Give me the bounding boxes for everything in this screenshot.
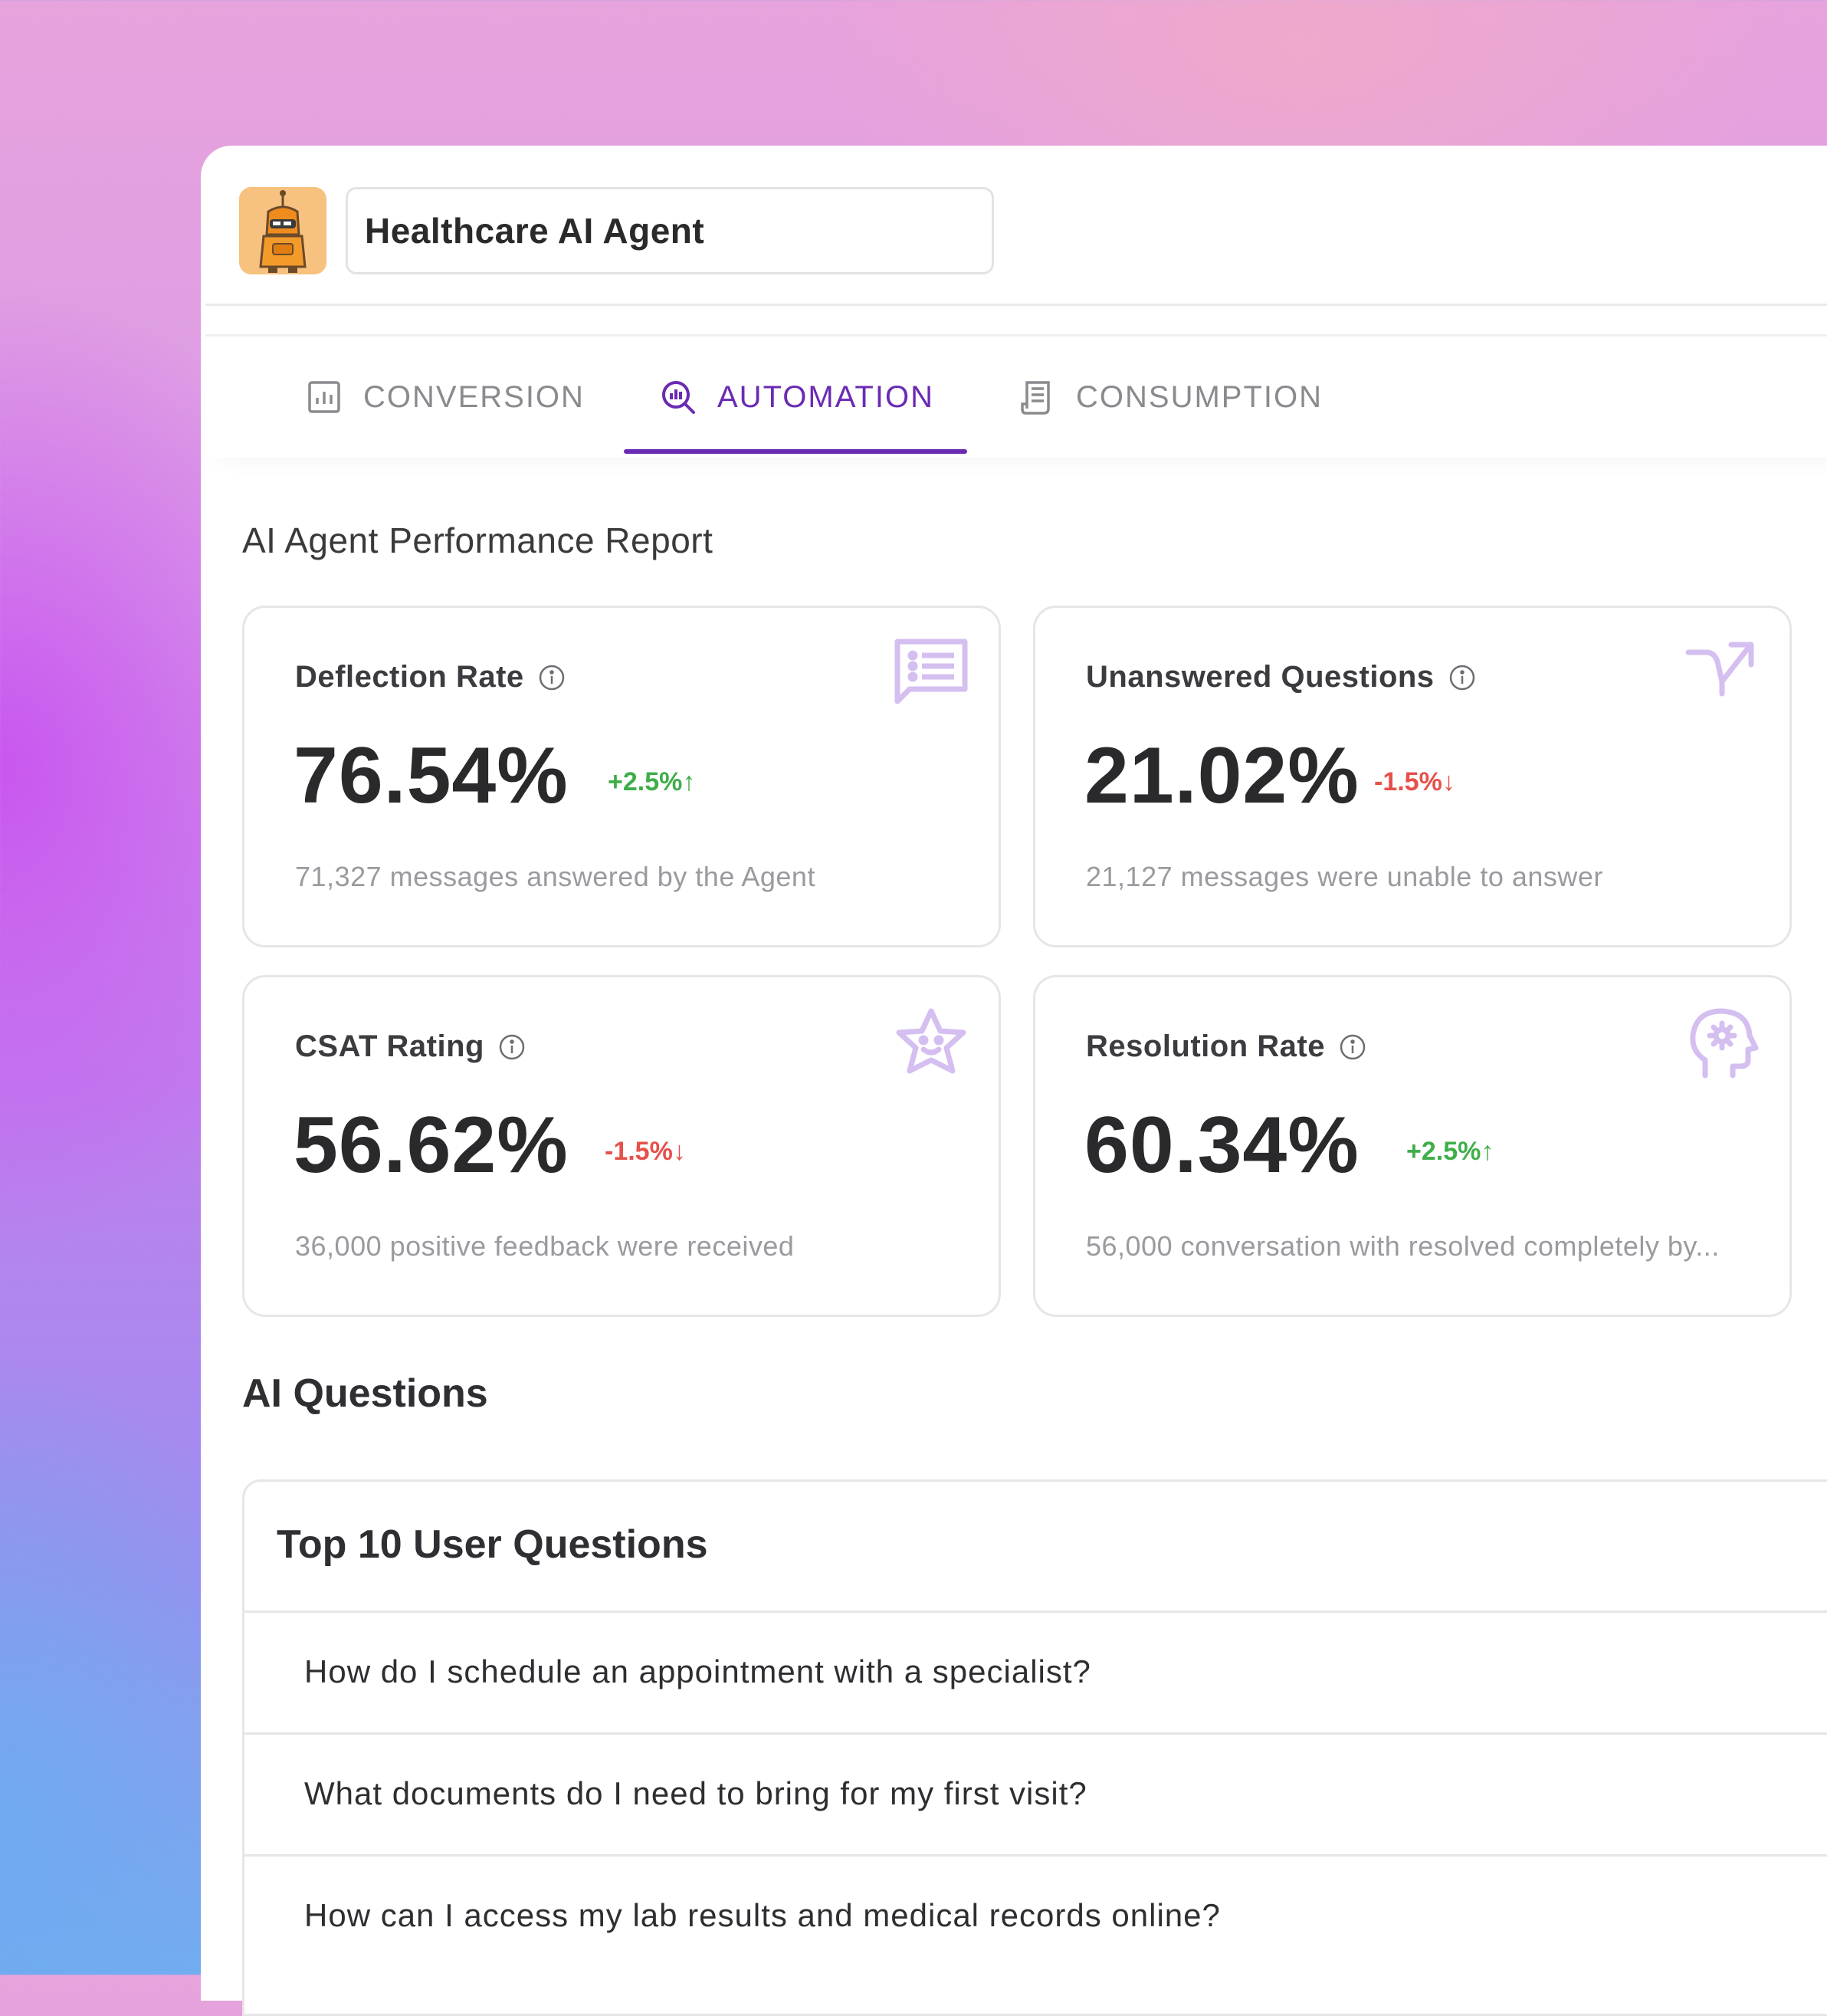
card-value: 21.02% [1084,731,1360,820]
card-subtext: 21,127 messages were unable to answer [1086,861,1603,892]
question-row[interactable]: What documents do I need to bring for my… [244,1732,1827,1852]
split-arrow-icon [1684,635,1760,712]
agent-name-field[interactable]: Healthcare AI Agent [346,187,994,274]
tab-conversion[interactable]: CONVERSION [305,337,585,458]
header-divider [205,304,1827,306]
card-delta: -1.5%↓ [605,1137,686,1166]
card-label-text: Deflection Rate [295,660,524,694]
card-subtext: 56,000 conversation with resolved comple… [1086,1230,1720,1262]
report-title: AI Agent Performance Report [242,520,713,560]
info-icon[interactable] [1339,1033,1366,1061]
top-questions-box: Top 10 User Questions How do I schedule … [242,1479,1827,2016]
tab-consumption[interactable]: CONSUMPTION [1018,337,1323,458]
card-subtext: 71,327 messages answered by the Agent [295,861,815,892]
search-analytics-icon [659,378,697,416]
card-value: 56.62% [294,1101,569,1190]
card-delta: +2.5%↑ [1406,1137,1494,1166]
dashboard-panel: Healthcare AI Agent CONVERSION [201,146,1827,2016]
question-row[interactable]: How do I schedule an appointment with a … [244,1611,1827,1730]
bar-chart-icon [305,378,343,416]
card-value: 76.54% [294,731,569,820]
info-icon[interactable] [538,664,566,691]
tab-automation[interactable]: AUTOMATION [659,337,934,458]
active-tab-indicator [624,449,967,454]
card-label-text: Unanswered Questions [1086,660,1435,694]
card-label: Resolution Rate [1086,1029,1366,1064]
info-icon[interactable] [498,1033,526,1061]
ai-questions-heading: AI Questions [242,1371,488,1416]
card-delta: +2.5%↑ [608,767,696,796]
card-label: CSAT Rating [295,1029,526,1064]
metric-card-resolution-rate: Resolution Rate 60.34% +2.5%↑ 56,000 con… [1033,975,1792,1317]
card-delta: -1.5%↓ [1374,767,1455,796]
tab-bar: CONVERSION AUTOMATION [205,334,1827,458]
metric-card-unanswered-questions: Unanswered Questions 21.02% -1.5%↓ 21,12… [1033,606,1792,947]
receipt-icon [1018,378,1056,416]
tab-label: CONVERSION [363,379,585,414]
top-questions-title: Top 10 User Questions [277,1522,708,1567]
metric-card-csat-rating: CSAT Rating 56.62% -1.5%↓ 36,000 positiv… [242,975,1001,1317]
card-label-text: Resolution Rate [1086,1029,1325,1063]
head-gear-icon [1684,1005,1760,1082]
smiley-star-icon [893,1005,969,1082]
card-label-text: CSAT Rating [295,1029,484,1063]
card-subtext: 36,000 positive feedback were received [295,1230,795,1262]
question-text: How do I schedule an appointment with a … [304,1653,1091,1689]
info-icon[interactable] [1448,664,1476,691]
card-value: 60.34% [1084,1101,1360,1190]
question-row[interactable]: How can I access my lab results and medi… [244,1854,1827,1974]
message-list-icon [893,635,969,712]
question-text: How can I access my lab results and medi… [304,1896,1221,1933]
tab-label: CONSUMPTION [1076,379,1323,414]
robot-avatar-icon[interactable] [239,187,326,274]
card-label: Deflection Rate [295,660,566,694]
card-label: Unanswered Questions [1086,660,1476,694]
question-text: What documents do I need to bring for my… [304,1775,1087,1811]
metric-card-deflection-rate: Deflection Rate 76.54% +2.5%↑ 71,327 mes… [242,606,1001,947]
tab-label: AUTOMATION [717,379,934,414]
